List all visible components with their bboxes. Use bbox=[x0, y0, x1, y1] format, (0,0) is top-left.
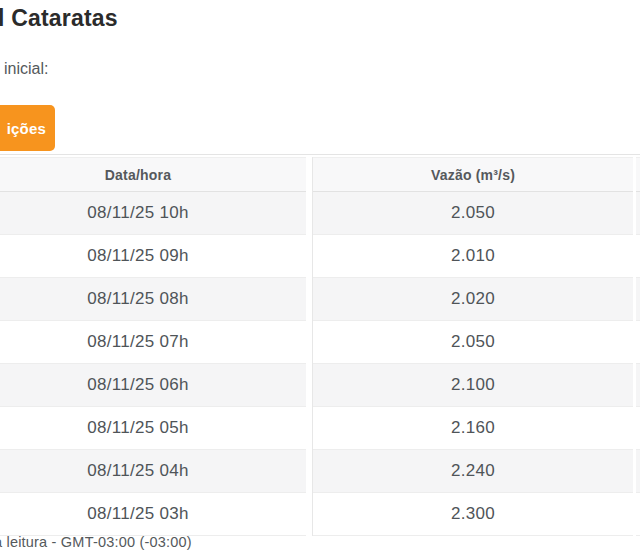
flow-cell: 2.300 bbox=[313, 493, 633, 536]
datetime-cell: 08/11/25 09h bbox=[0, 235, 306, 278]
page-title: l Cataratas bbox=[0, 5, 118, 32]
timezone-note: a leitura - GMT-03:00 (-03:00) bbox=[0, 534, 192, 550]
datetime-cell: 08/11/25 07h bbox=[0, 321, 306, 364]
partial-column-edge bbox=[636, 157, 640, 536]
partial-column-rows bbox=[636, 192, 640, 536]
column-header-datetime: Data/hora bbox=[0, 157, 306, 192]
flow-column: Vazão (m³/s) 2.0502.0102.0202.0502.1002.… bbox=[312, 157, 633, 536]
partial-cell bbox=[636, 450, 640, 493]
flow-cell: 2.100 bbox=[313, 364, 633, 407]
flow-cell: 2.050 bbox=[313, 192, 633, 235]
datetime-cell: 08/11/25 06h bbox=[0, 364, 306, 407]
datetime-column: Data/hora 08/11/25 10h08/11/25 09h08/11/… bbox=[0, 157, 306, 536]
flow-cell: 2.020 bbox=[313, 278, 633, 321]
flow-cell: 2.240 bbox=[313, 450, 633, 493]
datetime-cell: 08/11/25 05h bbox=[0, 407, 306, 450]
partial-cell bbox=[636, 278, 640, 321]
flow-cell: 2.010 bbox=[313, 235, 633, 278]
datetime-cell: 08/11/25 03h bbox=[0, 493, 306, 536]
initial-date-label: inicial: bbox=[4, 60, 48, 78]
flow-cell: 2.160 bbox=[313, 407, 633, 450]
partial-cell bbox=[636, 493, 640, 536]
partial-column-header bbox=[636, 157, 640, 192]
measurements-tab[interactable]: ições bbox=[0, 105, 55, 151]
partial-cell bbox=[636, 407, 640, 450]
partial-cell bbox=[636, 321, 640, 364]
column-header-flow: Vazão (m³/s) bbox=[313, 157, 633, 192]
flow-cell: 2.050 bbox=[313, 321, 633, 364]
datetime-cell: 08/11/25 04h bbox=[0, 450, 306, 493]
datetime-cell: 08/11/25 10h bbox=[0, 192, 306, 235]
partial-cell bbox=[636, 364, 640, 407]
datetime-cell: 08/11/25 08h bbox=[0, 278, 306, 321]
tabbar-divider bbox=[0, 154, 640, 155]
partial-cell bbox=[636, 192, 640, 235]
flow-rows: 2.0502.0102.0202.0502.1002.1602.2402.300 bbox=[313, 192, 633, 536]
datetime-rows: 08/11/25 10h08/11/25 09h08/11/25 08h08/1… bbox=[0, 192, 306, 536]
partial-cell bbox=[636, 235, 640, 278]
